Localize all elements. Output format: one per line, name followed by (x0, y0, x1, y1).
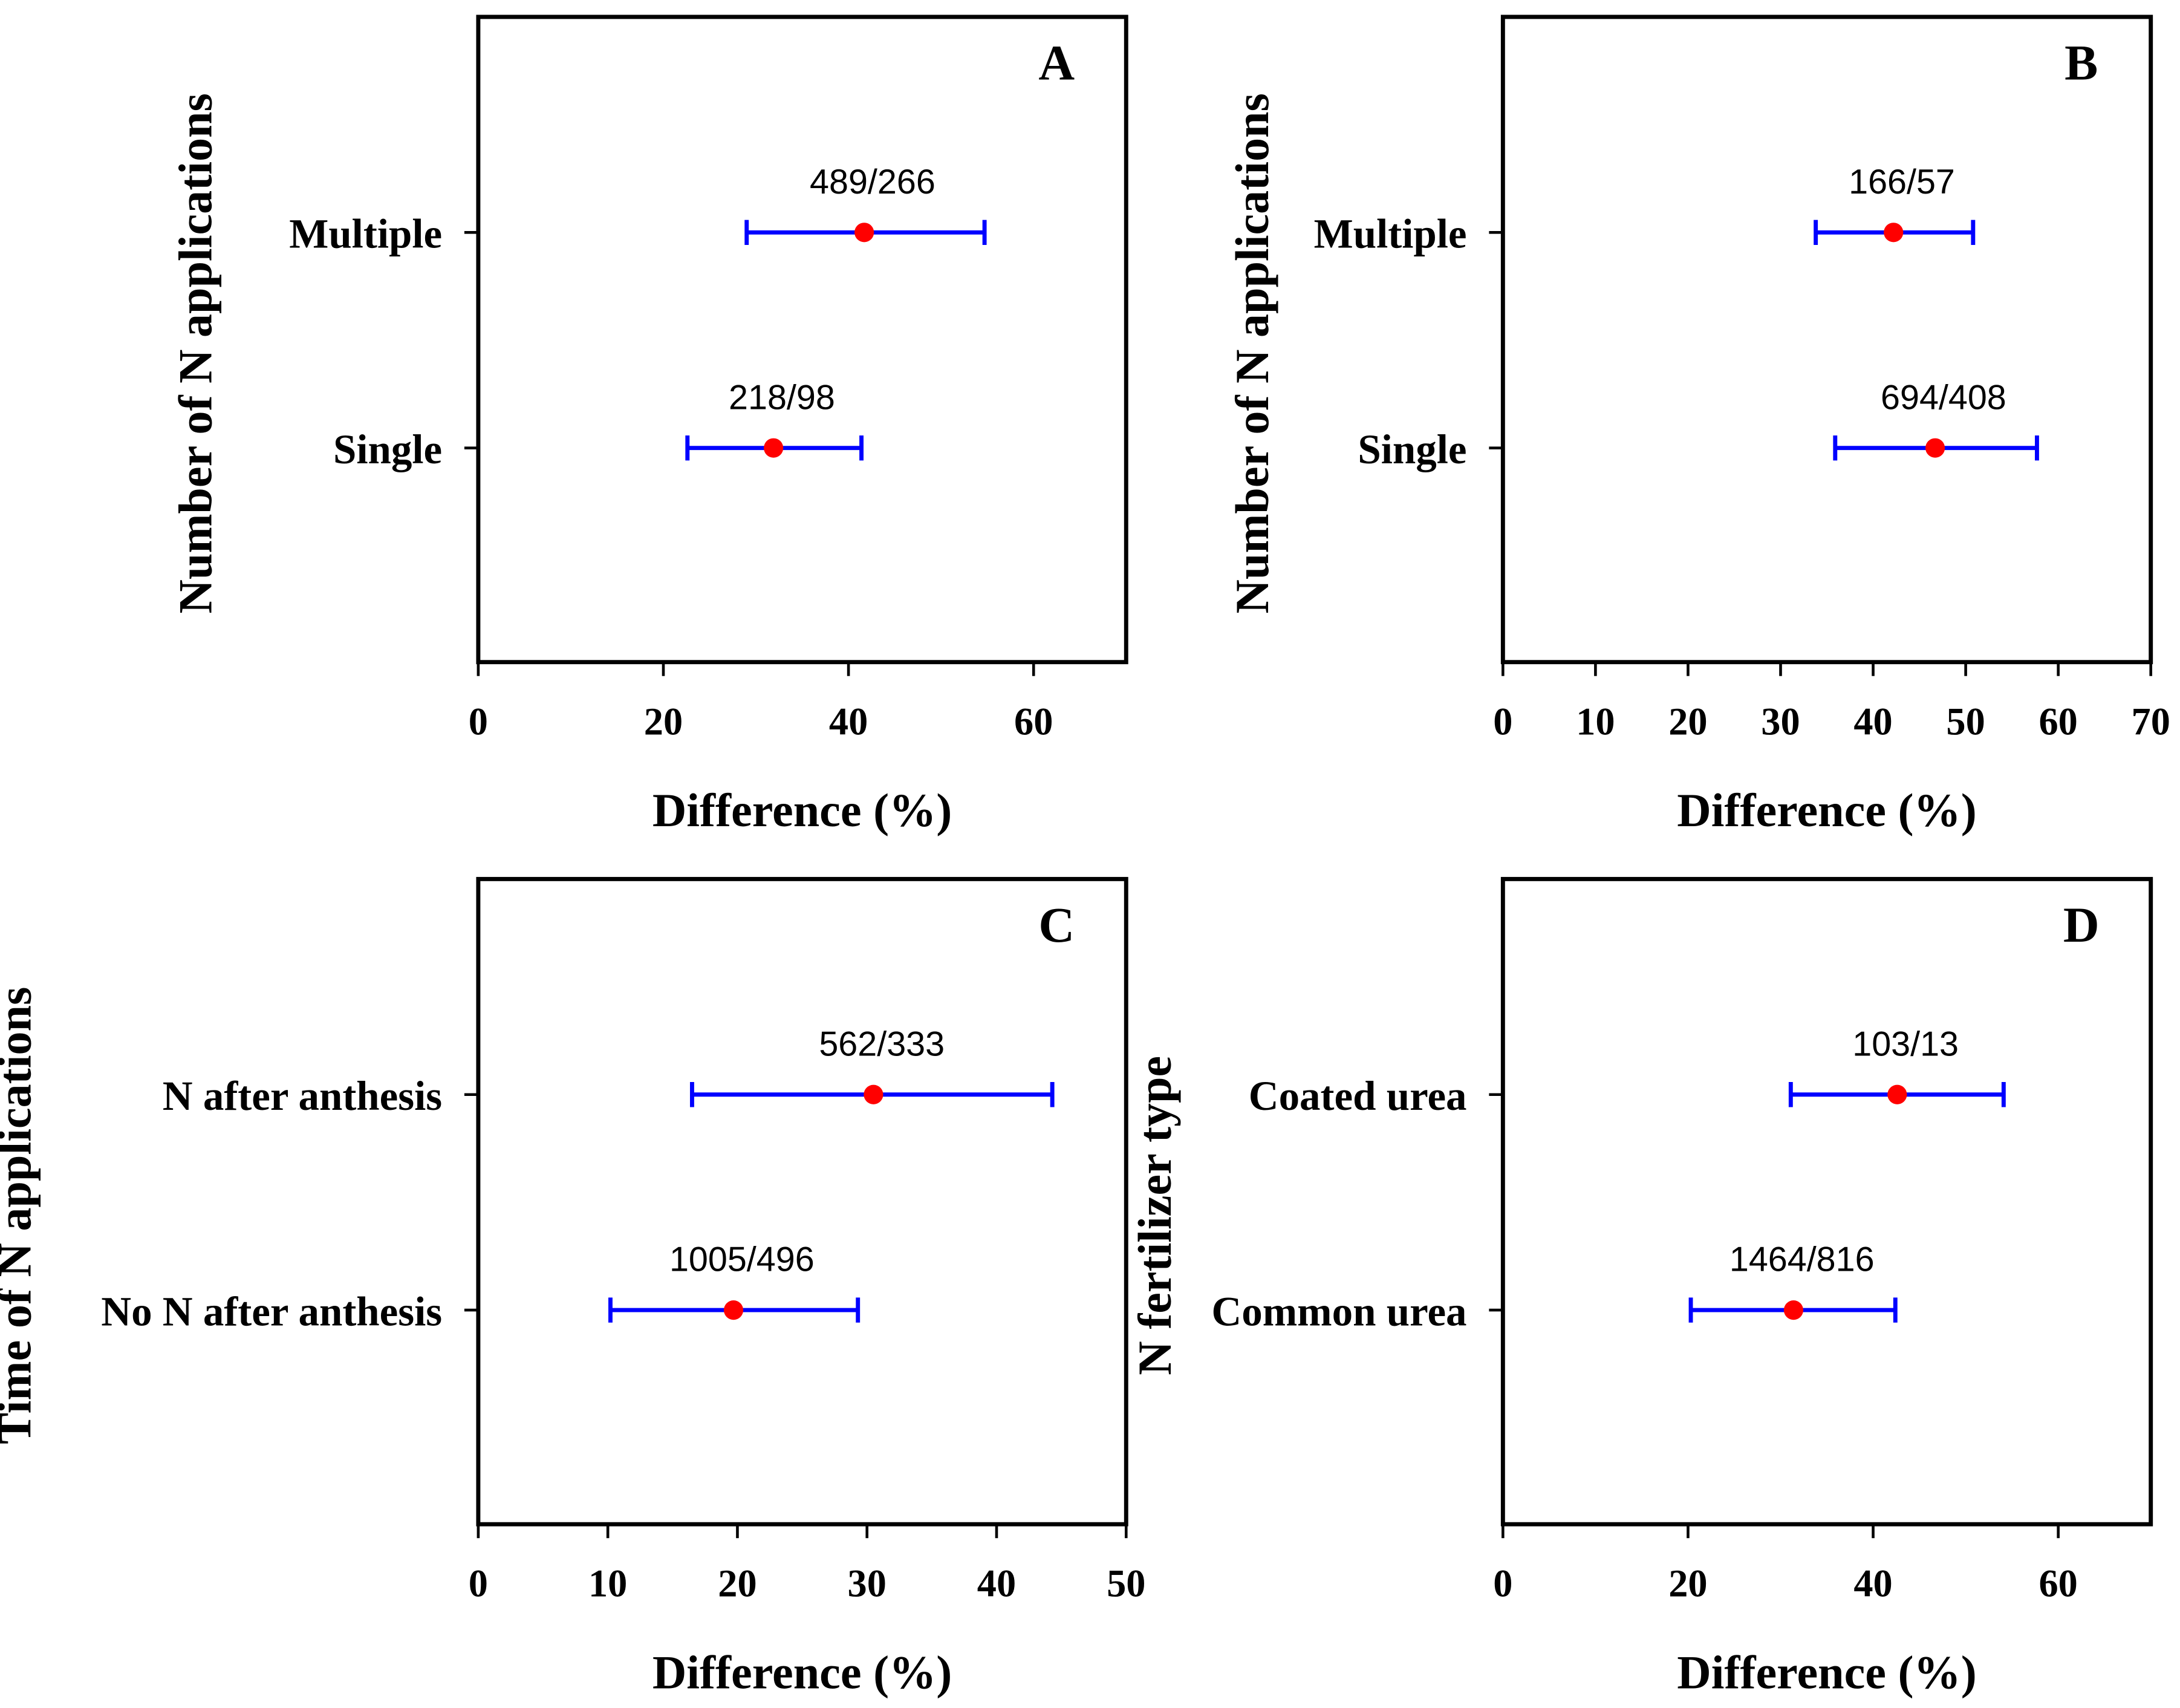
sample-size-annotation: 103/13 (1852, 1025, 1959, 1063)
sample-size-annotation: 489/266 (810, 163, 935, 201)
x-tick-label: 40 (1853, 1562, 1892, 1605)
x-tick-label: 60 (1014, 700, 1053, 743)
panel-letter: C (1038, 897, 1075, 953)
mean-point (764, 438, 784, 458)
x-tick-label: 40 (1853, 700, 1892, 743)
x-tick-label: 30 (848, 1562, 887, 1605)
x-tick-label: 20 (1668, 700, 1707, 743)
y-category-label: Single (333, 426, 442, 472)
x-tick-label: 20 (644, 700, 683, 743)
x-tick-label: 20 (1668, 1562, 1707, 1605)
mean-point (1887, 1084, 1907, 1104)
sample-size-annotation: 218/98 (729, 378, 835, 417)
panel-a: A 0 20 40 60 Difference (%) Number of N applic… (169, 15, 1128, 836)
panel-c: C 0 10 20 30 40 50 Difference (%) Time of N appl… (0, 876, 1145, 1698)
x-tick-label: 60 (2038, 1562, 2077, 1605)
x-tick-label: 70 (2132, 700, 2170, 743)
y-axis-label: N fertilizer type (1128, 1056, 1181, 1375)
x-tick-label: 50 (1946, 700, 1985, 743)
x-tick-label: 50 (1107, 1562, 1145, 1605)
x-tick-label: 20 (718, 1562, 756, 1605)
sample-size-annotation: 166/57 (1849, 163, 1955, 201)
x-axis-label: Difference (%) (1677, 784, 1976, 836)
mean-point (1925, 438, 1945, 458)
sample-size-annotation: 1464/816 (1729, 1240, 1875, 1279)
x-axis-label: Difference (%) (1677, 1646, 1976, 1698)
x-tick-label: 0 (469, 1562, 488, 1605)
y-category-label: Common urea (1211, 1288, 1466, 1334)
x-tick-label: 40 (829, 700, 868, 743)
mean-point (864, 1084, 883, 1104)
y-axis-label: Number of N applications (169, 93, 221, 614)
y-category-label: Single (1358, 426, 1466, 472)
y-category-label: Multiple (1314, 211, 1467, 257)
x-tick-label: 10 (1576, 700, 1615, 743)
y-axis-label: Time of N applications (0, 987, 41, 1444)
x-tick-label: 0 (1493, 700, 1512, 743)
x-tick-label: 60 (2038, 700, 2077, 743)
plot-frame (476, 15, 1128, 665)
y-category-label: Coated urea (1249, 1073, 1467, 1119)
y-category-label: No N after anthesis (101, 1288, 442, 1334)
x-tick-label: 10 (588, 1562, 627, 1605)
plot-frame (1500, 15, 2153, 665)
sample-size-annotation: 694/408 (1881, 378, 2006, 417)
mean-point (854, 223, 874, 243)
x-tick-label: 0 (1493, 1562, 1512, 1605)
mean-point (723, 1300, 744, 1320)
x-axis-label: Difference (%) (652, 784, 952, 836)
panel-letter: D (2063, 897, 2100, 953)
x-tick-label: 0 (469, 700, 488, 743)
sample-size-annotation: 1005/496 (669, 1240, 815, 1279)
y-category-label: N after anthesis (163, 1073, 442, 1119)
mean-point (1783, 1300, 1804, 1320)
x-tick-label: 40 (977, 1562, 1016, 1605)
plot-frame (1500, 876, 2153, 1527)
panel-b: B 0 10 20 30 40 50 60 70 Difference (%) Number of … (1226, 15, 2170, 836)
panel-d: D 0 20 40 60 Difference (%) N fertilizer type C… (1128, 876, 2153, 1698)
mean-point (1884, 223, 1904, 243)
panel-letter: B (2064, 34, 2098, 90)
sample-size-annotation: 562/333 (819, 1025, 945, 1063)
y-category-label: Multiple (289, 211, 442, 257)
y-axis-label: Number of N applications (1226, 93, 1278, 614)
plot-frame (476, 876, 1128, 1527)
x-axis-label: Difference (%) (652, 1646, 952, 1698)
panel-letter: A (1038, 34, 1075, 90)
x-tick-label: 30 (1761, 700, 1800, 743)
